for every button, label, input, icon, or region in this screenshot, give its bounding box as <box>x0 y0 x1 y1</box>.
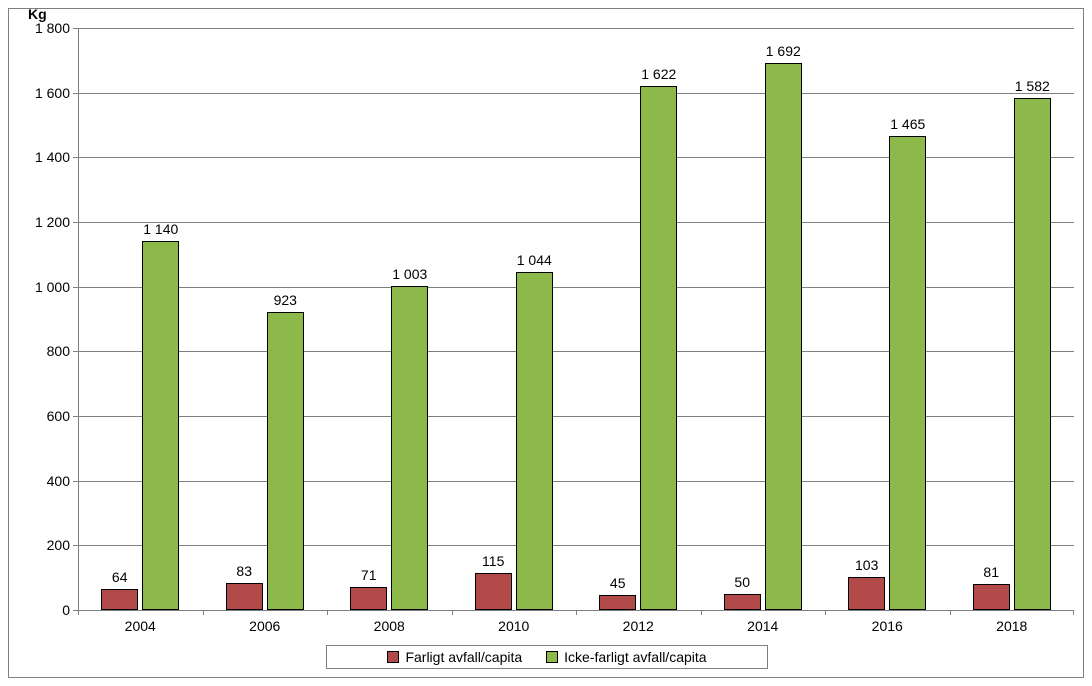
y-tick-label: 400 <box>10 473 70 489</box>
bar-value-label: 1 044 <box>494 252 574 268</box>
bar-value-label: 1 622 <box>619 66 699 82</box>
x-tick-mark <box>452 610 453 615</box>
bar <box>391 286 428 610</box>
bar-value-label: 64 <box>80 569 160 585</box>
y-tick-label: 800 <box>10 343 70 359</box>
bar-value-label: 71 <box>329 567 409 583</box>
legend-swatch <box>546 651 558 663</box>
bar <box>350 587 387 610</box>
x-tick-mark <box>203 610 204 615</box>
x-tick-mark <box>327 610 328 615</box>
bar <box>226 583 263 610</box>
bar <box>142 241 179 610</box>
bar-value-label: 83 <box>204 563 284 579</box>
legend: Farligt avfall/capita Icke-farligt avfall… <box>326 645 768 669</box>
bar <box>1014 98 1051 610</box>
y-tick-label: 1 200 <box>10 214 70 230</box>
category-label: 2014 <box>701 618 826 634</box>
bar <box>101 589 138 610</box>
x-tick-mark <box>576 610 577 615</box>
category-label: 2010 <box>452 618 577 634</box>
category-label: 2004 <box>78 618 203 634</box>
bar-value-label: 50 <box>702 574 782 590</box>
bar-value-label: 1 140 <box>121 221 201 237</box>
bar <box>889 136 926 610</box>
legend-swatch <box>387 651 399 663</box>
bar <box>765 63 802 610</box>
bar-value-label: 45 <box>578 575 658 591</box>
legend-label: Icke-farligt avfall/capita <box>564 649 706 665</box>
grid-line <box>78 28 1074 29</box>
plot-area <box>78 28 1074 610</box>
legend-label: Farligt avfall/capita <box>405 649 522 665</box>
bar-value-label: 1 582 <box>992 78 1072 94</box>
bar-value-label: 923 <box>245 292 325 308</box>
legend-item: Farligt avfall/capita <box>387 649 522 665</box>
x-tick-mark <box>78 610 79 615</box>
bar-value-label: 81 <box>951 564 1031 580</box>
y-tick-label: 0 <box>10 602 70 618</box>
bar <box>848 577 885 610</box>
x-tick-mark <box>950 610 951 615</box>
grid-line <box>78 93 1074 94</box>
y-tick-label: 200 <box>10 537 70 553</box>
y-axis-line <box>78 28 79 610</box>
bar-value-label: 115 <box>453 553 533 569</box>
y-tick-label: 1 800 <box>10 20 70 36</box>
category-label: 2008 <box>327 618 452 634</box>
bar-value-label: 1 692 <box>743 43 823 59</box>
y-tick-label: 1 600 <box>10 85 70 101</box>
category-label: 2016 <box>825 618 950 634</box>
x-tick-mark <box>825 610 826 615</box>
bar <box>973 584 1010 610</box>
y-tick-label: 600 <box>10 408 70 424</box>
bar <box>640 86 677 610</box>
bar-value-label: 103 <box>827 557 907 573</box>
y-tick-label: 1 000 <box>10 279 70 295</box>
bar <box>475 573 512 610</box>
bar <box>599 595 636 610</box>
x-tick-mark <box>1073 610 1074 615</box>
bar-value-label: 1 465 <box>868 116 948 132</box>
x-tick-mark <box>701 610 702 615</box>
y-tick-label: 1 400 <box>10 149 70 165</box>
bar-value-label: 1 003 <box>370 266 450 282</box>
legend-item: Icke-farligt avfall/capita <box>546 649 706 665</box>
category-label: 2012 <box>576 618 701 634</box>
chart-container: Kg Farligt avfall/capitaIcke-farligt avf… <box>0 0 1092 686</box>
category-label: 2006 <box>203 618 328 634</box>
category-label: 2018 <box>950 618 1075 634</box>
bar <box>724 594 761 610</box>
